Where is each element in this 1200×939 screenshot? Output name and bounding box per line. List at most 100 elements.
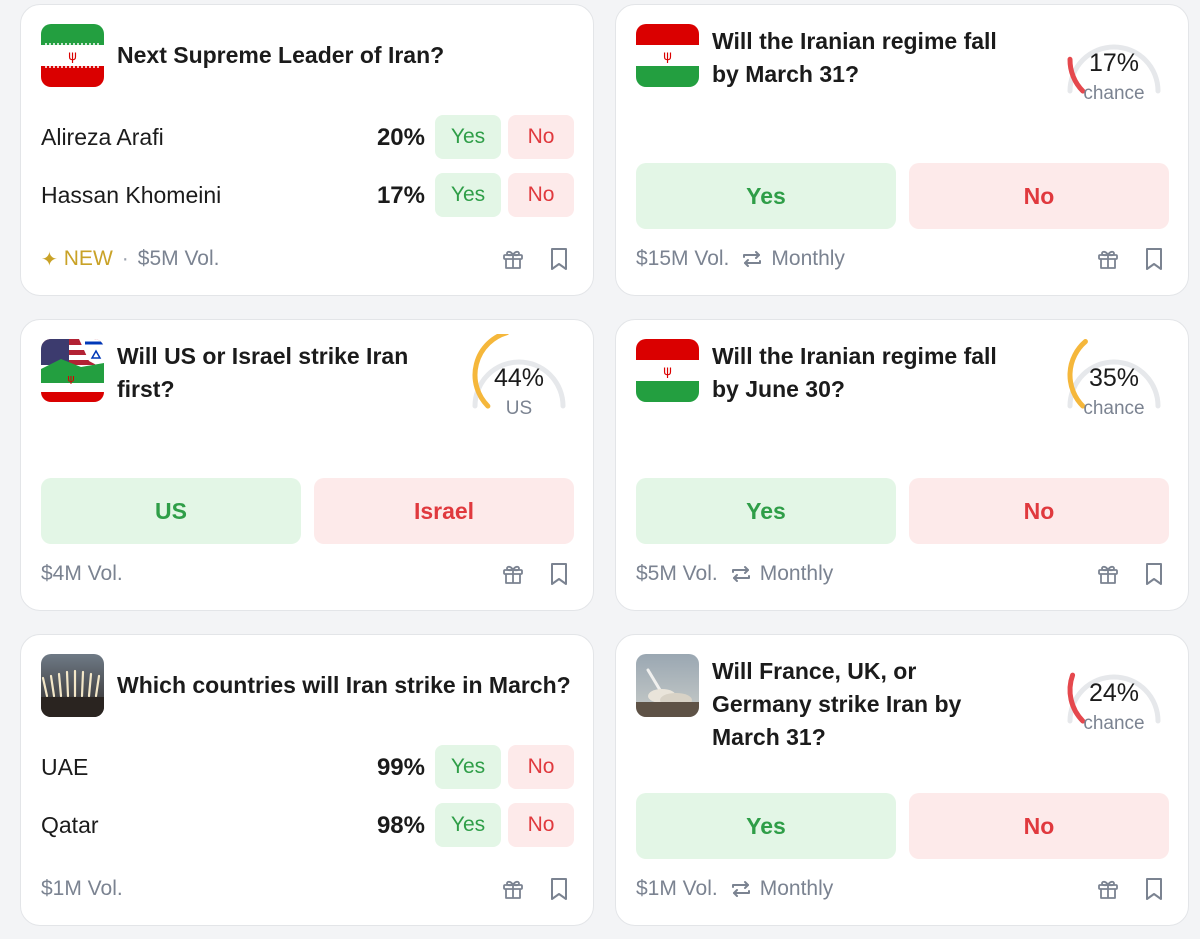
outcome-label: Hassan Khomeini [41,182,222,208]
card-footer: $1M Vol. [41,875,573,903]
outcome-label: UAE [41,754,89,780]
rocket-launch-photo-icon [636,654,699,717]
bookmark-icon[interactable] [545,560,573,588]
outcome-percent: 98% [376,812,425,839]
gauge-arc [1067,339,1161,409]
yes-button[interactable]: Yes [435,173,501,217]
new-badge: ✦ NEW [41,247,113,272]
no-button[interactable]: No [909,163,1169,229]
card-footer: $15M Vol. Monthly [636,245,1168,273]
yes-button[interactable]: Yes [435,803,501,847]
bookmark-icon[interactable] [1140,560,1168,588]
yes-button[interactable]: Yes [636,793,896,859]
no-button[interactable]: No [508,115,574,159]
yes-button[interactable]: Yes [435,115,501,159]
market-card[interactable]: ψ Next Supreme Leader of Iran? Alireza A… [20,4,594,296]
no-button[interactable]: No [508,745,574,789]
probability-gauge: 35% chance [1060,334,1168,420]
bookmark-icon[interactable] [545,245,573,273]
volume-label: $5M Vol. [636,562,718,585]
recurrence: Monthly [741,247,845,271]
us-israel-iran-flags-icon: ψ [41,339,104,402]
gauge-label: US [505,398,533,419]
market-title[interactable]: Will France, UK, or Germany strike Iran … [712,658,962,750]
outcome-row: Qatar 98% Yes No [41,803,575,847]
gauge-value: 17% [1088,49,1140,77]
svg-text:ψ: ψ [68,49,77,64]
outcome-percent: 99% [376,754,425,781]
card-footer: $4M Vol. [41,560,573,588]
market-card[interactable]: Which countries will Iran strike in Marc… [20,634,594,926]
missile-launch-photo-icon [41,654,104,717]
iran-flag-icon: ψ [636,24,699,87]
gift-icon[interactable] [1094,560,1122,588]
market-title[interactable]: Next Supreme Leader of Iran? [117,42,445,68]
card-footer: ✦ NEW · $5M Vol. [41,245,573,273]
probability-gauge: 24% chance [1060,649,1168,735]
card-footer: $1M Vol. Monthly [636,875,1168,903]
market-title[interactable]: Will the Iranian regime fall by June 30? [712,343,997,402]
gauge-label: chance [1083,713,1145,734]
volume-label: $1M Vol. [636,877,718,900]
no-button[interactable]: No [909,478,1169,544]
no-button[interactable]: No [508,803,574,847]
volume-label: $5M Vol. [137,247,220,270]
bookmark-icon[interactable] [1140,875,1168,903]
svg-text:ψ: ψ [663,49,672,64]
no-button[interactable]: No [508,173,574,217]
gauge-arc [1067,672,1161,724]
market-title[interactable]: Will the Iranian regime fall by March 31… [712,28,997,87]
volume-label: $1M Vol. [41,877,123,900]
svg-text:ψ: ψ [663,364,672,379]
separator-dot: · [121,247,129,270]
iran-flag-icon: ψ [41,24,104,87]
bookmark-icon[interactable] [1140,245,1168,273]
market-card[interactable]: ψ Will the Iranian regime fall by March … [615,4,1189,296]
gift-icon[interactable] [499,245,527,273]
card-footer: $5M Vol. Monthly [636,560,1168,588]
market-title[interactable]: Will US or Israel strike Iran first? [117,343,409,402]
recurrence-label: Monthly [771,247,845,270]
gift-icon[interactable] [499,875,527,903]
recurrence-label: Monthly [759,877,834,900]
volume-label: $15M Vol. [636,247,730,270]
outcome-row: Hassan Khomeini 17% Yes No [41,173,575,217]
gift-icon[interactable] [1094,245,1122,273]
yes-button[interactable]: Yes [636,163,896,229]
gauge-value: 24% [1088,679,1140,707]
repeat-icon [731,566,750,582]
outcome-percent: 17% [376,182,425,209]
probability-gauge: 17% chance [1060,19,1168,105]
gift-icon[interactable] [499,560,527,588]
outcome-row: UAE 99% Yes No [41,745,575,789]
recurrence-label: Monthly [759,562,834,585]
gauge-arc [1067,44,1161,94]
repeat-icon [743,251,762,267]
market-card[interactable]: Will France, UK, or Germany strike Iran … [615,634,1189,926]
gauge-label: chance [1083,83,1145,104]
recurrence: Monthly [730,877,834,901]
market-title[interactable]: Which countries will Iran strike in Marc… [117,672,571,698]
gauge-value: 44% [493,364,545,392]
israel-button[interactable]: Israel [314,478,574,544]
svg-text:ψ: ψ [67,372,74,385]
recurrence: Monthly [730,562,834,586]
gauge-value: 35% [1088,364,1140,392]
outcome-label: Alireza Arafi [41,124,164,150]
iran-flag-icon: ψ [636,339,699,402]
outcome-percent: 20% [376,124,425,151]
repeat-icon [731,881,750,897]
us-button[interactable]: US [41,478,301,544]
yes-button[interactable]: Yes [435,745,501,789]
bookmark-icon[interactable] [545,875,573,903]
gift-icon[interactable] [1094,875,1122,903]
market-card[interactable]: ψ Will US or Israel strike Iran first? 4… [20,319,594,611]
new-label: NEW [63,247,113,270]
no-button[interactable]: No [909,793,1169,859]
outcome-row: Alireza Arafi 20% Yes No [41,115,575,159]
gauge-label: chance [1083,398,1145,419]
yes-button[interactable]: Yes [636,478,896,544]
sparkle-icon: ✦ [41,248,58,271]
market-card[interactable]: ψ Will the Iranian regime fall by June 3… [615,319,1189,611]
gauge-arc [472,334,566,409]
